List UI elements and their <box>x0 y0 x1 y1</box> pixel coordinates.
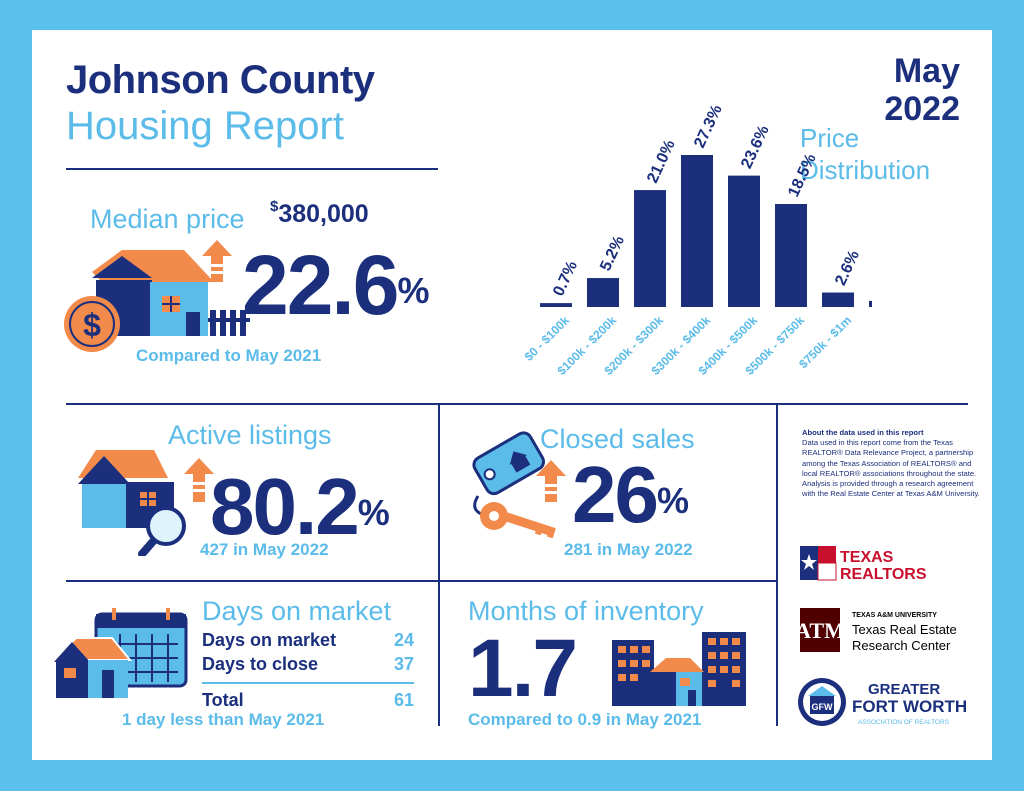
svg-text:ATM: ATM <box>800 618 845 643</box>
row-value: 24 <box>393 630 414 650</box>
report-month: May <box>893 52 960 90</box>
greater-fort-worth-logo: GFW GREATER FORT WORTH ASSOCIATION OF RE… <box>798 678 967 726</box>
closed-sales-detail: 281 in May 2022 <box>564 540 693 559</box>
active-listings-change-unit: % <box>357 492 390 533</box>
chart-bar <box>728 175 760 307</box>
about-heading: About the data used in this report <box>802 428 924 437</box>
chart-value-label: 0.7% <box>550 259 581 299</box>
chart-bar <box>540 303 572 307</box>
grid-divider-middle <box>66 580 776 582</box>
median-price-change-unit: % <box>397 270 430 311</box>
days-on-market-table: Days on market 24 Days to close 37 Total… <box>202 628 414 712</box>
house-dollar-icon: $ <box>64 250 250 352</box>
closed-sales-change-value: 26 <box>572 450 659 539</box>
closed-sales-change: 26% <box>572 452 689 538</box>
price-distribution-title-line1: Price <box>800 123 860 153</box>
row-key: Days on market <box>202 630 337 650</box>
days-to-close-row: Days to close 37 <box>202 652 414 676</box>
about-data-note: About the data used in this report Data … <box>802 428 982 499</box>
chart-category-label: $1m+ <box>869 313 872 345</box>
up-arrow-icon <box>184 458 214 502</box>
closed-sales-change-unit: % <box>656 480 689 521</box>
chart-bar <box>822 292 854 307</box>
report-title: Johnson County <box>66 58 375 102</box>
texas-realtors-line2: REALTORS <box>840 566 927 583</box>
months-of-inventory-comparison: Compared to 0.9 in May 2021 <box>468 710 702 729</box>
tamu-line1: Texas Real Estate <box>852 622 957 637</box>
months-of-inventory-label: Months of inventory <box>468 596 704 626</box>
total-row: Total 61 <box>202 688 414 712</box>
key-tag-icon <box>472 431 556 539</box>
median-price-change-value: 22.6 <box>242 238 399 332</box>
row-key: Days to close <box>202 654 319 674</box>
about-body: Data used in this report come from the T… <box>802 438 980 499</box>
chart-category-label: $0 - $100k <box>522 313 573 364</box>
days-on-market-row: Days on market 24 <box>202 628 414 652</box>
grid-divider-vertical-2 <box>776 403 778 726</box>
active-listings-change-value: 80.2 <box>210 462 360 551</box>
chart-bar <box>869 300 872 307</box>
report-year: 2022 <box>884 90 960 128</box>
median-price-comparison: Compared to May 2021 <box>136 346 322 365</box>
svg-text:GFW: GFW <box>812 702 833 712</box>
up-arrow-icon <box>202 240 232 282</box>
chart-bar <box>634 190 666 307</box>
texas-realtors-logo: TEXAS REALTORS <box>800 546 927 583</box>
report-subtitle: Housing Report <box>66 104 344 148</box>
median-price-amount: 380,000 <box>278 200 369 228</box>
price-distribution-title-line2: Distribution <box>800 155 931 185</box>
chart-value-label: 5.2% <box>597 234 628 274</box>
chart-bar <box>775 203 807 307</box>
days-on-market-comparison: 1 day less than May 2021 <box>122 710 325 729</box>
active-listings-change: 80.2% <box>210 464 390 550</box>
row-value: 37 <box>393 654 414 674</box>
table-divider <box>202 682 414 684</box>
chart-bar <box>587 278 619 307</box>
up-arrow-icon <box>536 460 566 502</box>
tamu-small-label: TEXAS A&M UNIVERSITY <box>852 612 937 619</box>
chart-value-label: 21.0% <box>644 137 679 185</box>
median-price-value: $380,000 <box>270 198 369 229</box>
tamu-real-estate-center-logo: ATM TEXAS A&M UNIVERSITY Texas Real Esta… <box>800 608 957 653</box>
report-date: May 2022 <box>884 52 960 128</box>
gfw-line3: ASSOCIATION OF REALTORS <box>858 719 950 726</box>
report-card: Johnson County Housing Report May 2022 P… <box>32 30 992 760</box>
chart-value-label: 27.3% <box>691 102 726 150</box>
buildings-icon <box>612 632 746 706</box>
closed-sales-label: Closed sales <box>540 424 695 454</box>
calendar-house-icon <box>51 608 188 698</box>
active-listings-detail: 427 in May 2022 <box>200 540 329 559</box>
median-price-label: Median price <box>90 204 245 234</box>
gfw-line1: GREATER <box>868 681 940 698</box>
chart-bar <box>681 155 713 307</box>
chart-value-label: 23.6% <box>738 123 773 171</box>
currency-symbol: $ <box>270 198 279 215</box>
svg-text:$: $ <box>83 307 101 343</box>
months-of-inventory-value: 1.7 <box>468 623 578 714</box>
title-divider <box>66 168 438 170</box>
tamu-line2: Research Center <box>852 638 951 653</box>
price-distribution-title: Price Distribution <box>800 122 930 186</box>
house-magnifier-icon <box>78 450 186 556</box>
total-key: Total <box>202 690 244 710</box>
grid-divider-vertical-1 <box>438 403 440 581</box>
texas-realtors-line1: TEXAS <box>840 549 894 566</box>
grid-divider-vertical-3 <box>438 581 440 726</box>
median-price-change: 22.6% <box>242 240 430 330</box>
chart-value-label: 18.5% <box>785 151 820 199</box>
active-listings-label: Active listings <box>168 420 332 450</box>
days-on-market-label: Days on market <box>202 596 392 626</box>
chart-value-label: 2.6% <box>832 248 863 288</box>
total-value: 61 <box>393 690 414 710</box>
grid-divider-top <box>66 403 968 405</box>
gfw-line2: FORT WORTH <box>852 697 967 716</box>
